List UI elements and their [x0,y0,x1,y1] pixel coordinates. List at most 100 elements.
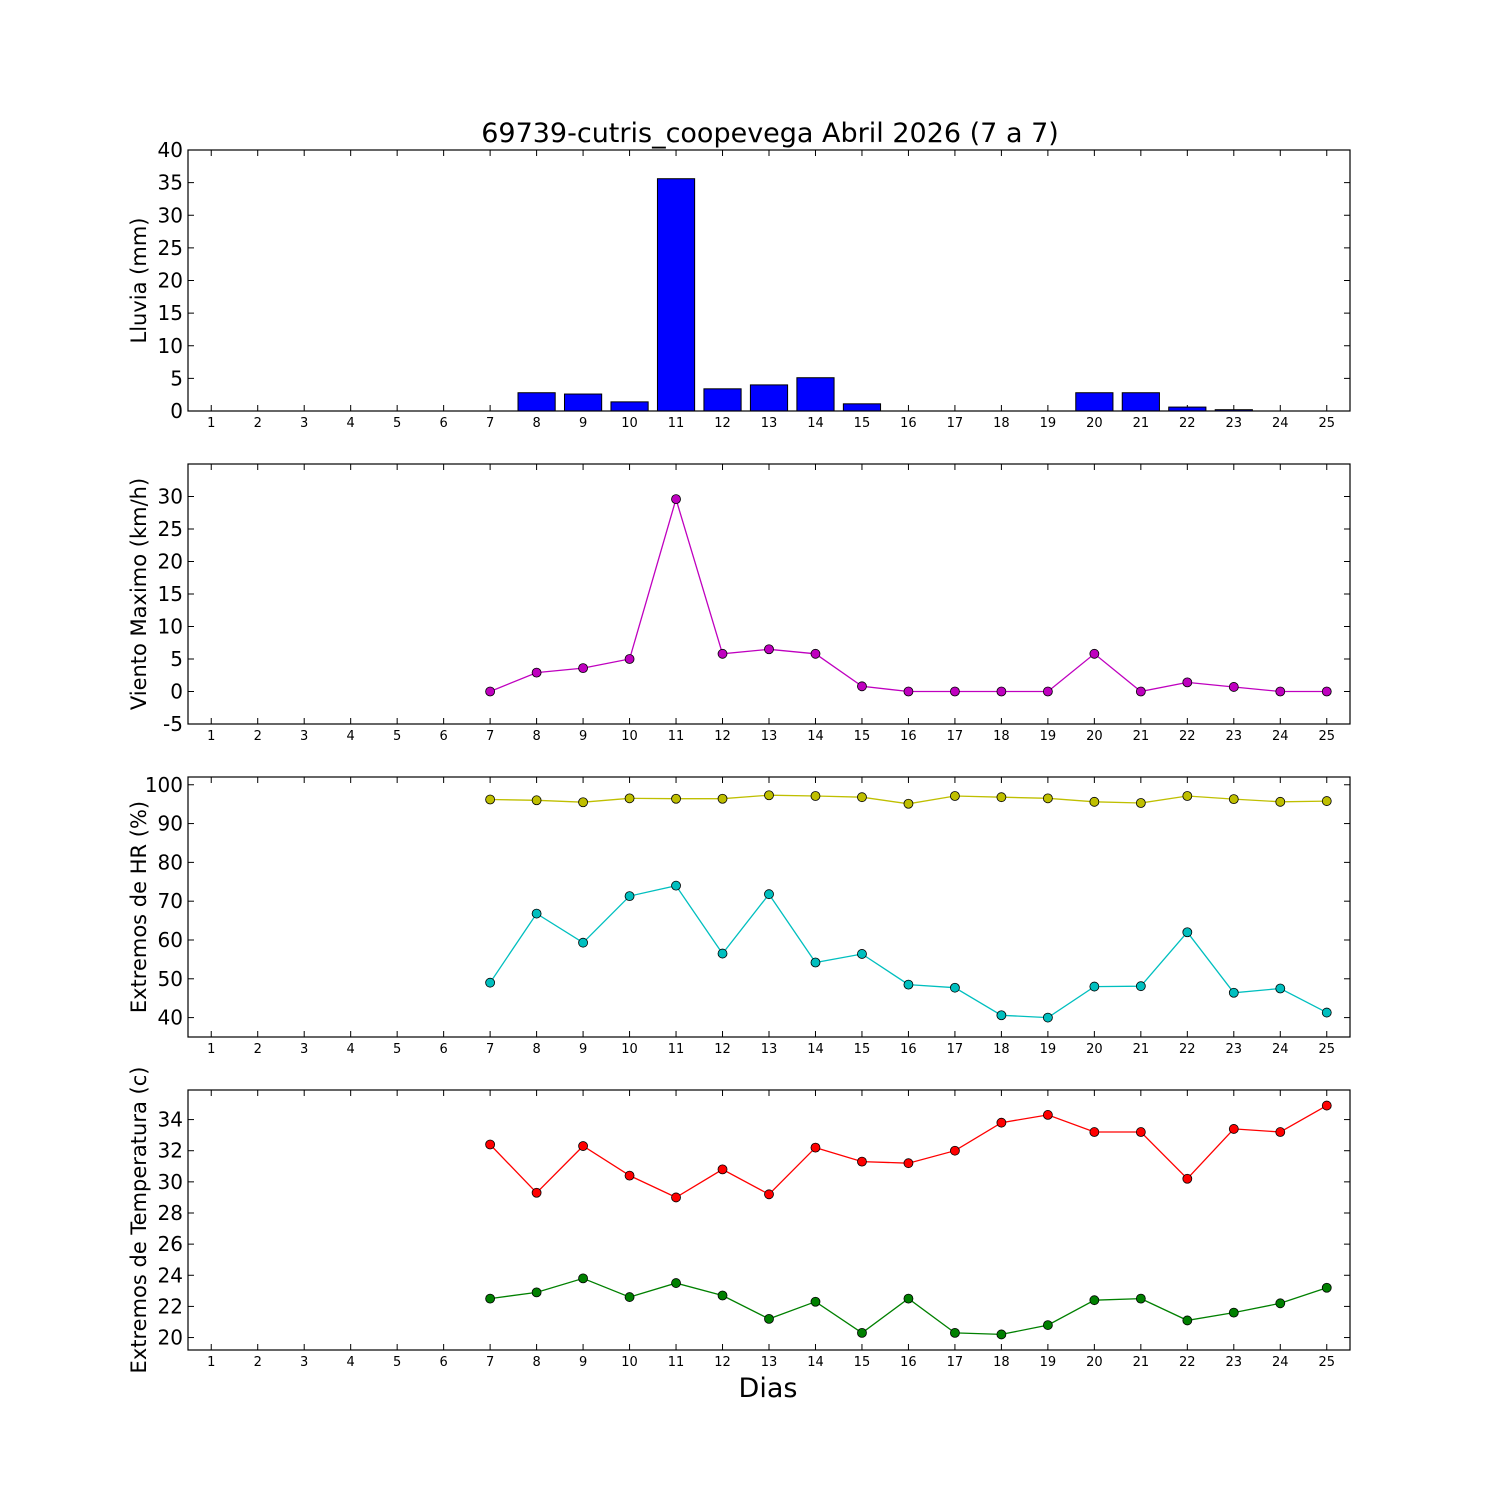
y-tick-label: 20 [158,1326,183,1350]
x-tick-label: 17 [947,416,964,431]
y-tick-label: 60 [158,928,183,952]
x-tick-label: 9 [579,1355,587,1370]
data-point [1089,981,1100,992]
x-tick-label: 24 [1272,416,1289,431]
data-point [810,791,821,801]
x-tick-label: 15 [854,416,871,431]
x-tick-label: 1 [207,1042,215,1057]
x-tick-label: 16 [900,416,917,431]
data-point [950,686,960,697]
x-tick-label: 18 [993,416,1010,431]
data-point [903,1158,914,1169]
data-point [578,1273,588,1284]
x-tick-label: 3 [300,1042,308,1057]
x-tick-label: 19 [1040,729,1057,744]
series-line [490,1277,1328,1336]
x-tick-label: 17 [947,729,964,744]
x-tick-label: 20 [1086,1355,1103,1370]
axes-frame [187,463,1351,725]
data-point [578,797,588,808]
bar [749,384,789,412]
bar [563,393,603,412]
axes-frame [187,1089,1351,1351]
data-point [996,792,1007,803]
y-axis-label: Extremos de Temperatura (c) [127,1067,151,1374]
x-tick-label: 18 [993,1355,1010,1370]
axes-frame [187,149,1351,412]
data-point [1135,1293,1146,1304]
x-tick-label: 20 [1086,416,1103,431]
y-tick-label: 30 [158,485,183,509]
data-point [996,1010,1007,1021]
x-tick-label: 11 [668,729,685,744]
data-point [1275,983,1286,994]
data-point [485,1139,496,1150]
data-point [1182,677,1193,688]
x-tick-label: 12 [714,729,731,744]
x-tick-label: 9 [579,729,587,744]
data-point [717,793,728,804]
bar [1075,392,1114,412]
bar [517,392,556,412]
data-point [485,1293,496,1304]
x-tick-label: 25 [1318,1042,1335,1057]
x-tick-label: 2 [254,1042,262,1057]
x-tick-label: 12 [714,1355,731,1370]
data-point [764,889,774,900]
data-point [671,1278,681,1288]
x-tick-label: 15 [854,1042,871,1057]
data-point [1042,793,1053,804]
x-tick-label: 4 [347,729,355,744]
x-tick-label: 8 [532,1042,540,1057]
data-point [857,1156,867,1167]
y-tick-label: 5 [170,647,183,671]
x-tick-label: 20 [1086,1042,1103,1057]
data-point [717,948,728,959]
x-tick-label: 4 [347,416,355,431]
x-tick-label: 3 [300,729,308,744]
x-tick-label: 22 [1179,416,1196,431]
y-tick-label: 32 [158,1139,183,1163]
y-tick-label: 35 [158,171,183,195]
y-tick-label: -5 [163,712,183,736]
data-point [950,1145,960,1156]
x-tick-label: 2 [254,729,262,744]
series-00bfbf [485,880,1332,1023]
x-tick-label: 21 [1133,1355,1150,1370]
data-point [624,1292,635,1302]
data-point [578,1141,588,1151]
series-008000 [485,1273,1332,1340]
x-tick-label: 24 [1272,1042,1289,1057]
axes-frame [187,776,1351,1038]
x-tick-label: 11 [668,1042,685,1057]
data-point [624,654,635,664]
y-tick-label: 30 [158,1170,183,1194]
data-point [1042,1320,1053,1330]
data-point [810,1142,821,1153]
y-tick-label: 22 [158,1294,183,1318]
x-tick-label: 13 [761,1042,778,1057]
data-point [531,667,542,678]
bar [703,388,742,412]
x-tick-label: 12 [714,416,731,431]
data-point [1228,682,1239,692]
y-axis-label: Lluvia (mm) [127,218,151,344]
x-tick-label: 3 [300,416,308,431]
x-tick-label: 2 [254,416,262,431]
y-tick-label: 28 [158,1201,183,1225]
x-tick-label: 2 [254,1355,262,1370]
data-point [1228,987,1239,998]
data-point [1182,1173,1193,1184]
y-tick-label: 24 [158,1263,183,1287]
data-point [903,1293,914,1304]
x-tick-label: 1 [207,729,215,744]
x-tick-label: 17 [947,1042,964,1057]
x-tick-label: 8 [532,1355,540,1370]
data-point [1089,1127,1100,1137]
series-ff0000 [485,1100,1332,1203]
data-point [1228,1307,1239,1318]
